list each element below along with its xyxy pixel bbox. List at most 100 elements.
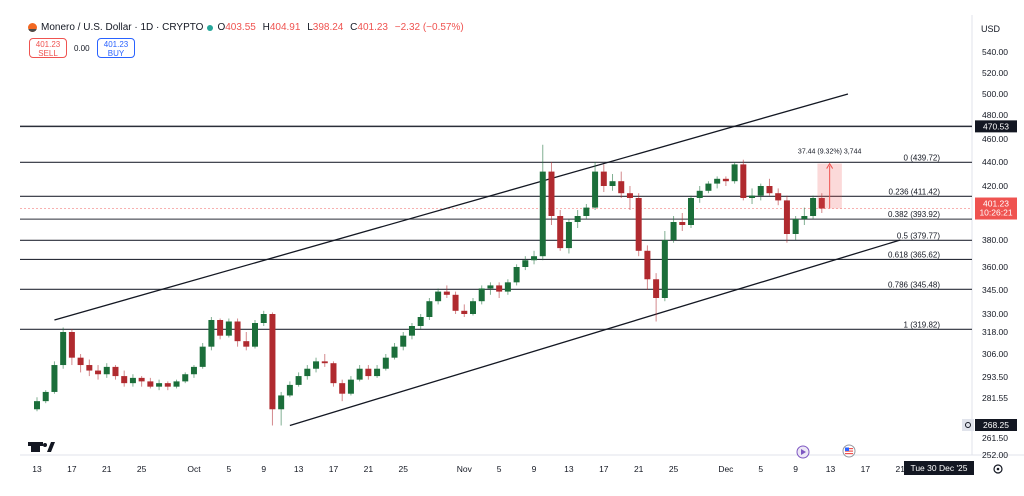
currency-selector[interactable]: USD — [981, 24, 1001, 34]
candle — [775, 188, 782, 206]
replay-icon[interactable] — [796, 445, 810, 459]
candle — [182, 372, 189, 384]
candle — [408, 323, 415, 340]
date-tick-label: 17 — [67, 464, 77, 474]
candle — [42, 390, 49, 404]
candle — [565, 219, 572, 254]
candle — [347, 376, 354, 396]
date-tick-label: 17 — [599, 464, 609, 474]
fib-level-label: 0.382 (393.92) — [888, 210, 940, 219]
price-tick-label: 261.50 — [982, 433, 1008, 443]
candle — [574, 210, 581, 228]
candle — [391, 343, 398, 360]
candle — [461, 304, 468, 317]
date-tick-label: 5 — [497, 464, 502, 474]
candle — [34, 397, 40, 412]
candle — [766, 178, 773, 196]
sell-price: 401.23 — [35, 40, 61, 49]
candle — [112, 365, 119, 380]
date-tick-label: 17 — [329, 464, 339, 474]
sell-button[interactable]: 401.23 SELL — [29, 38, 67, 58]
buy-button[interactable]: 401.23 BUY — [97, 38, 135, 58]
candle — [609, 174, 616, 191]
svg-text:401.23: 401.23 — [983, 199, 1009, 209]
price-tick-label: 520.00 — [982, 68, 1008, 78]
candle — [722, 176, 729, 186]
svg-text:10:26:21: 10:26:21 — [979, 208, 1012, 218]
candle — [443, 285, 450, 298]
price-range-measure[interactable]: 37.44 (9.32%) 3,744 — [798, 149, 862, 209]
candle — [783, 195, 790, 243]
price-tick-label: 252.00 — [982, 450, 1008, 460]
candle — [286, 381, 293, 398]
svg-text:268.25: 268.25 — [983, 420, 1009, 430]
price-tick-label: 380.00 — [982, 235, 1008, 245]
trend-channel[interactable] — [54, 93, 901, 427]
settings-gear-icon[interactable] — [993, 464, 1003, 474]
candle — [138, 376, 145, 387]
candle — [243, 332, 250, 351]
price-tick-label: 345.00 — [982, 285, 1008, 295]
spread-value: 0.00 — [74, 44, 90, 53]
flag-icon[interactable] — [842, 444, 856, 458]
candle — [539, 144, 546, 261]
candle — [496, 282, 503, 298]
date-tick-label: 5 — [226, 464, 231, 474]
price-tick-label: 440.00 — [982, 157, 1008, 167]
date-tick-label: 21 — [364, 464, 374, 474]
time-axis[interactable]: 13 17 21 25 Oct 5 9 13 17 21 25 Nov 5 9 13 17 21 25 Dec 5 9 1… — [32, 464, 905, 474]
candle — [670, 216, 677, 243]
date-tick-label: 9 — [532, 464, 537, 474]
change-value: −2.32 (−0.57%) — [394, 22, 464, 33]
candle — [217, 318, 224, 340]
fib-level-label: 0.618 (365.62) — [888, 250, 940, 259]
svg-text:470.53: 470.53 — [983, 121, 1009, 131]
price-tick-label: 360.00 — [982, 262, 1008, 272]
candle — [653, 273, 660, 322]
candle — [278, 391, 285, 426]
low-value: 398.24 — [312, 22, 344, 33]
trend-channel-line[interactable] — [289, 239, 901, 427]
price-axis[interactable]: 540.00 520.00 500.00 480.00 460.00 440.00 420.… — [982, 47, 1008, 460]
date-tick-label: 5 — [758, 464, 763, 474]
candle — [156, 379, 163, 391]
fib-level-label: 0.236 (411.42) — [889, 187, 941, 196]
date-tick-label: 21 — [896, 464, 906, 474]
tradingview-logo[interactable] — [28, 442, 55, 452]
date-tick-label: Dec — [718, 464, 734, 474]
fib-level-label: 1 (319.82) — [904, 320, 941, 329]
candle — [190, 365, 197, 378]
date-tick-label: 25 — [399, 464, 409, 474]
candle — [522, 256, 529, 271]
candle — [417, 314, 424, 329]
symbol-title[interactable]: Monero / U.S. Dollar · 1D · CRYPTO — [41, 22, 204, 33]
candle — [626, 186, 633, 210]
date-tick-label: 25 — [669, 464, 679, 474]
ohlc-values: O403.55 H404.91 L398.24 C401.23 −2.32 (−… — [217, 22, 463, 33]
candle — [103, 363, 110, 378]
candle — [164, 381, 171, 391]
price-tick-label: 318.00 — [982, 327, 1008, 337]
candle — [68, 329, 75, 366]
price-tick-label: 500.00 — [982, 89, 1008, 99]
date-tick-label: 25 — [137, 464, 147, 474]
candle — [199, 343, 206, 369]
sell-label: SELL — [38, 49, 58, 58]
candle — [740, 159, 747, 201]
fib-level-label: 0 (439.72) — [904, 153, 941, 162]
candle — [374, 365, 381, 378]
low-level-badge: 268.25 — [975, 419, 1017, 431]
candle — [426, 298, 433, 320]
candle — [749, 188, 756, 204]
candle — [269, 312, 276, 426]
crosshair-icon[interactable] — [962, 419, 974, 431]
date-tick-label: 17 — [861, 464, 871, 474]
candle — [252, 320, 258, 349]
trend-channel-line[interactable] — [54, 93, 849, 321]
buy-price: 401.23 — [103, 40, 129, 49]
candle — [801, 207, 808, 225]
fib-level-label: 0.5 (379.77) — [897, 231, 940, 240]
